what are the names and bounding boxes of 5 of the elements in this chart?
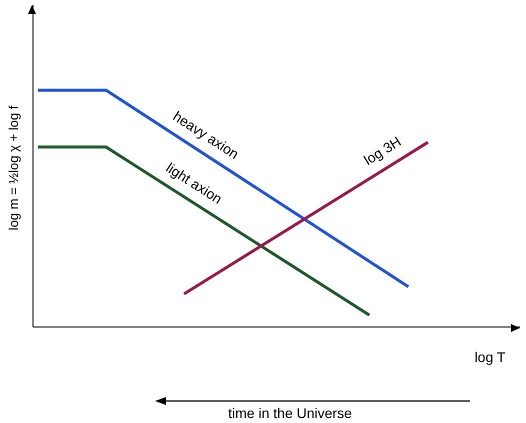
text: log 3H <box>360 133 404 168</box>
text: light axion <box>163 159 226 207</box>
x-axis-title: log T <box>474 349 506 365</box>
y-axis-title: log m = ½log χ + log f <box>6 105 21 230</box>
text: time in the Universe <box>228 405 352 421</box>
